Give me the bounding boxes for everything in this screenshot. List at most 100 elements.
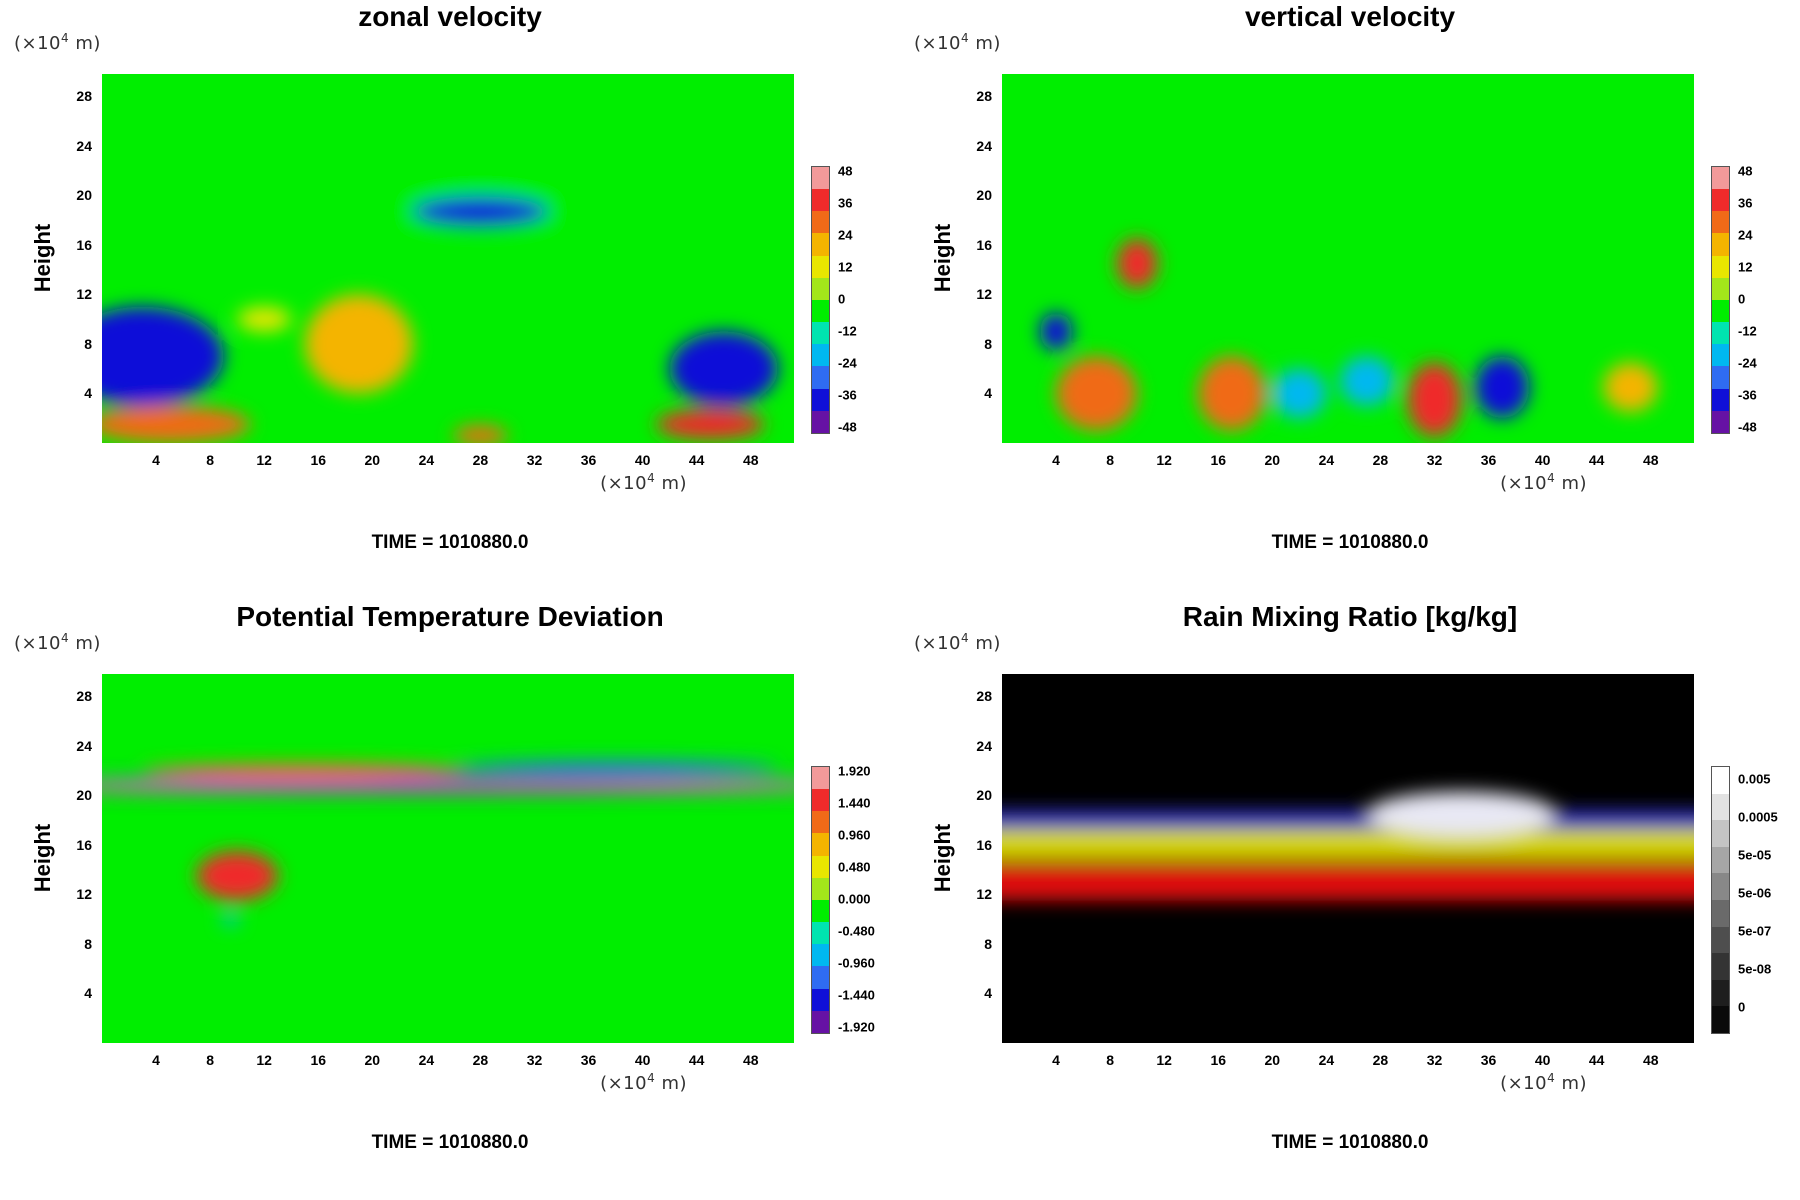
colorbar-cell bbox=[812, 344, 829, 367]
y-tick-label: 20 bbox=[976, 187, 992, 204]
panel-title: zonal velocity bbox=[358, 1, 542, 32]
heatmap-feature bbox=[102, 787, 794, 796]
colorbar-tick-label: 36 bbox=[1738, 195, 1753, 211]
x-tick-label: 28 bbox=[1372, 1052, 1389, 1068]
heatmap-plot-area bbox=[1002, 674, 1694, 1043]
x-tick-label: 36 bbox=[1480, 452, 1497, 468]
colorbar-tick-label: -48 bbox=[838, 419, 857, 435]
heatmap-svg bbox=[102, 674, 794, 1043]
heatmap-svg bbox=[1002, 74, 1694, 443]
heatmap-feature bbox=[237, 306, 292, 332]
colorbar-tick-label: 0.480 bbox=[838, 859, 871, 875]
x-tick-label: 12 bbox=[256, 1052, 272, 1068]
x-tick-label: 48 bbox=[742, 452, 759, 468]
colorbar-tick-label: -24 bbox=[838, 355, 857, 371]
panel-vertical-velocity: vertical velocity (×104 m) Height (×104 … bbox=[900, 0, 1800, 600]
heatmap-feature bbox=[1272, 368, 1327, 419]
colorbar-tick-label: 12 bbox=[1738, 259, 1753, 275]
x-tick-label: 16 bbox=[1210, 452, 1227, 468]
heatmap-feature bbox=[1197, 356, 1266, 431]
heatmap-svg bbox=[1002, 674, 1694, 1043]
y-tick-label: 8 bbox=[984, 335, 992, 352]
colorbar-tick-label: -48 bbox=[1738, 419, 1757, 435]
colorbar bbox=[811, 166, 830, 434]
x-axis-unit: (×104 m) bbox=[600, 471, 687, 494]
time-caption: TIME = 1010880.0 bbox=[371, 532, 529, 553]
colorbar-cell bbox=[812, 833, 829, 856]
heatmap-feature bbox=[142, 763, 467, 779]
x-tick-label: 48 bbox=[1642, 452, 1659, 468]
colorbar-cell bbox=[1712, 979, 1729, 1007]
colorbar-cell bbox=[1712, 167, 1729, 190]
x-tick-label: 24 bbox=[1318, 1052, 1335, 1068]
y-tick-label: 16 bbox=[976, 836, 992, 853]
x-tick-label: 4 bbox=[152, 452, 160, 468]
y-tick-label: 12 bbox=[976, 886, 992, 903]
x-tick-label: 24 bbox=[418, 1052, 435, 1068]
heatmap-feature bbox=[453, 425, 508, 443]
colorbar-cell bbox=[812, 944, 829, 967]
heatmap-feature bbox=[102, 781, 794, 790]
y-tick-label: 24 bbox=[976, 737, 992, 754]
x-tick-label: 4 bbox=[1052, 452, 1060, 468]
x-tick-label: 20 bbox=[1264, 1052, 1281, 1068]
colorbar-cell bbox=[1712, 793, 1729, 821]
x-tick-label: 16 bbox=[310, 452, 327, 468]
heatmap-feature bbox=[1002, 829, 1694, 861]
x-tick-label: 36 bbox=[1480, 1052, 1497, 1068]
heatmap-feature bbox=[1002, 810, 1694, 830]
x-tick-label: 48 bbox=[1642, 1052, 1659, 1068]
colorbar-tick-label: -36 bbox=[838, 387, 857, 403]
x-tick-label: 36 bbox=[580, 452, 597, 468]
y-axis-label: Height bbox=[30, 223, 55, 293]
colorbar-cell bbox=[1712, 899, 1729, 927]
x-tick-label: 44 bbox=[688, 452, 705, 468]
colorbar-cell bbox=[1712, 277, 1729, 300]
x-tick-label: 16 bbox=[310, 1052, 327, 1068]
x-tick-label: 20 bbox=[364, 452, 381, 468]
y-tick-label: 28 bbox=[76, 688, 92, 705]
colorbar-cell bbox=[812, 767, 829, 790]
x-tick-label: 24 bbox=[418, 452, 435, 468]
colorbar-cell bbox=[812, 366, 829, 389]
colorbar-cell bbox=[1712, 926, 1729, 954]
colorbar-cell bbox=[1712, 1006, 1729, 1033]
colorbar-tick-label: -0.960 bbox=[838, 955, 875, 971]
colorbar-tick-label: 48 bbox=[1738, 163, 1753, 179]
colorbar-cell bbox=[812, 322, 829, 345]
y-tick-label: 24 bbox=[76, 737, 92, 754]
heatmap-feature bbox=[1002, 863, 1694, 901]
x-axis-unit: (×104 m) bbox=[600, 1071, 687, 1094]
y-tick-label: 24 bbox=[976, 137, 992, 154]
colorbar-cell bbox=[1712, 233, 1729, 256]
x-tick-label: 12 bbox=[1156, 1052, 1172, 1068]
heatmap-feature bbox=[669, 331, 778, 406]
y-tick-label: 28 bbox=[76, 88, 92, 105]
colorbar-tick-label: 0.960 bbox=[838, 827, 871, 843]
x-tick-label: 32 bbox=[1426, 1052, 1443, 1068]
x-tick-label: 4 bbox=[1052, 1052, 1060, 1068]
x-tick-label: 28 bbox=[1372, 452, 1389, 468]
y-tick-label: 12 bbox=[76, 886, 92, 903]
x-tick-label: 40 bbox=[1534, 1052, 1551, 1068]
colorbar-cell bbox=[812, 277, 829, 300]
y-axis-label: Height bbox=[930, 823, 955, 893]
colorbar-cell bbox=[812, 789, 829, 812]
colorbar-cell bbox=[812, 855, 829, 878]
x-tick-label: 32 bbox=[526, 1052, 543, 1068]
colorbar-cell bbox=[1712, 211, 1729, 234]
x-tick-label: 20 bbox=[1264, 452, 1281, 468]
y-tick-label: 28 bbox=[976, 88, 992, 105]
colorbar-tick-label: -1.440 bbox=[838, 987, 875, 1003]
x-tick-label: 44 bbox=[1588, 1052, 1605, 1068]
colorbar-tick-label: -1.920 bbox=[838, 1019, 875, 1035]
colorbar-cell bbox=[1712, 767, 1729, 794]
panel-title: vertical velocity bbox=[1244, 1, 1456, 32]
colorbar-tick-label: -12 bbox=[1738, 323, 1757, 339]
y-tick-label: 20 bbox=[76, 187, 92, 204]
y-tick-label: 4 bbox=[984, 985, 992, 1002]
panel-potential-temperature: Potential Temperature Deviation (×104 m)… bbox=[0, 600, 900, 1200]
colorbar-tick-label: 24 bbox=[1738, 227, 1753, 243]
y-tick-label: 20 bbox=[976, 787, 992, 804]
heatmap-plot-area bbox=[102, 674, 794, 1043]
